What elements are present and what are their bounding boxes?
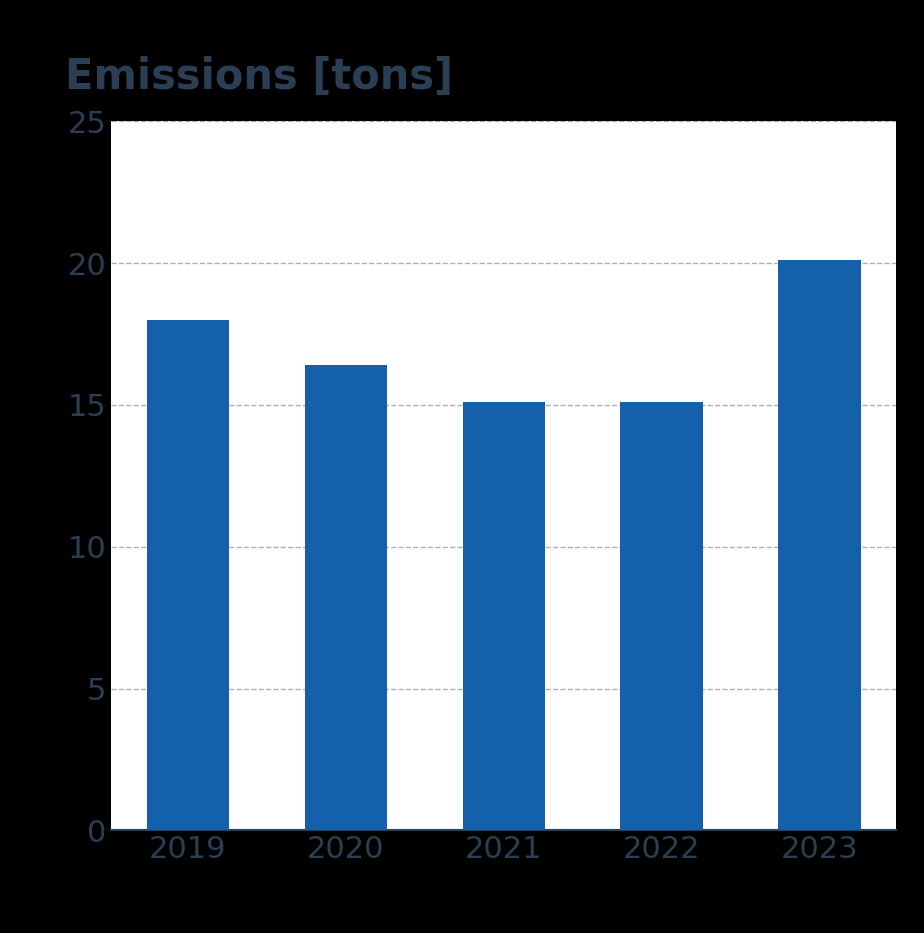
Bar: [778, 260, 860, 830]
Bar: [463, 402, 544, 830]
Bar: [621, 402, 702, 830]
Bar: [147, 320, 229, 830]
Text: Emissions [tons]: Emissions [tons]: [65, 56, 453, 98]
Bar: [305, 365, 386, 830]
Text: [FY]: [FY]: [922, 882, 924, 911]
